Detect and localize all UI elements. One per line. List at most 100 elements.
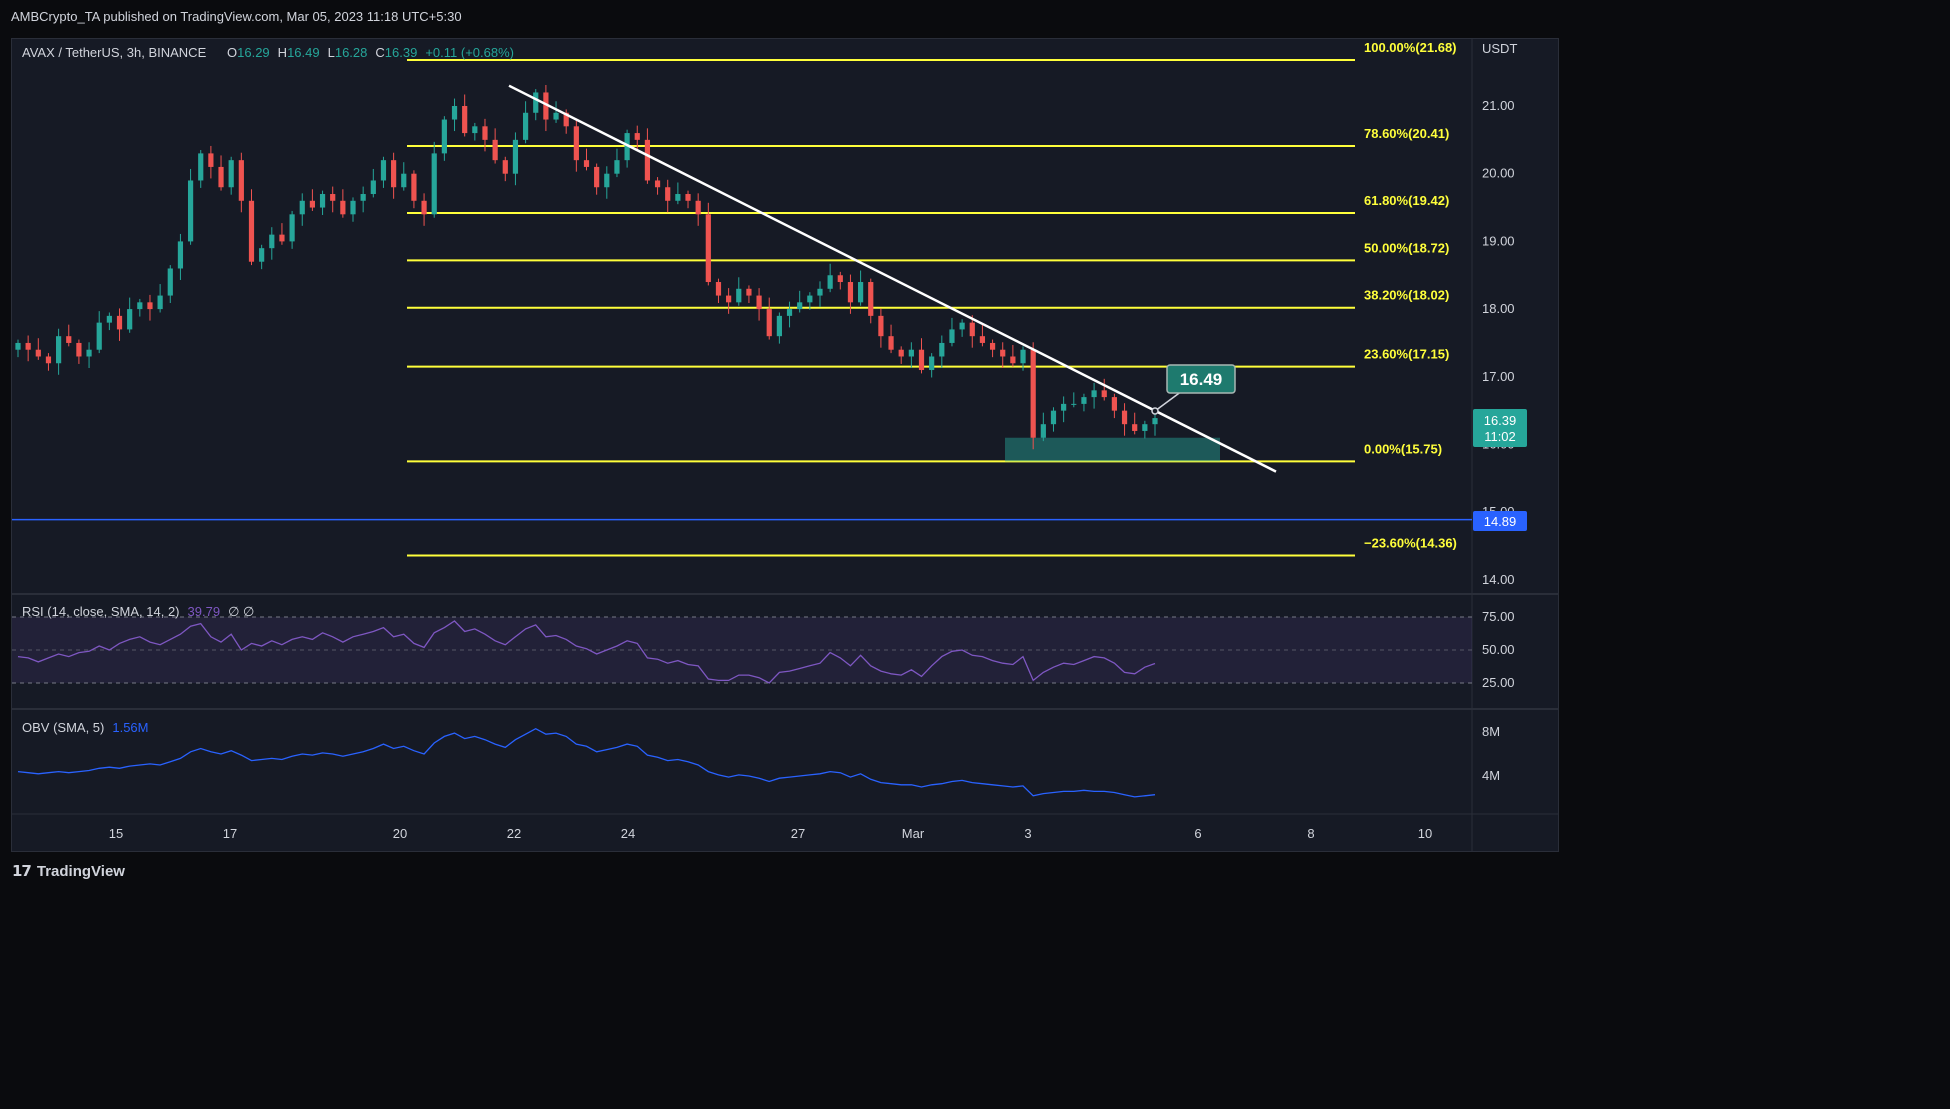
currency-label: USDT: [1482, 41, 1517, 56]
candle: [837, 275, 843, 283]
bar-countdown: 11:02: [1484, 429, 1516, 444]
legend-l-value: 16.28: [335, 45, 368, 60]
candle: [543, 92, 549, 120]
candle: [137, 302, 143, 310]
candle: [401, 173, 407, 188]
legend-c-label: C: [375, 45, 384, 60]
candle: [56, 336, 62, 364]
candle: [786, 309, 793, 316]
price-tick: 19.00: [1482, 233, 1515, 248]
candle: [583, 160, 590, 167]
last-price-tag-bg: [1473, 409, 1527, 447]
candle: [918, 349, 925, 371]
candle: [1091, 390, 1097, 398]
candle: [959, 322, 965, 330]
candles: [15, 85, 1158, 450]
price-callout[interactable]: 16.49: [1151, 364, 1236, 415]
candle: [187, 180, 194, 242]
candle: [857, 282, 864, 303]
date-tick: 20: [393, 826, 407, 841]
candle: [360, 194, 366, 201]
obv-tick: 4M: [1482, 768, 1500, 783]
support-zone[interactable]: [1005, 437, 1220, 462]
candle: [715, 282, 722, 296]
candle: [644, 139, 651, 181]
fib-label: 38.20%(18.02): [1364, 288, 1449, 303]
candle: [807, 295, 813, 303]
fib-retracement[interactable]: 100.00%(21.68) 78.60%(20.41) 61.80%(19.42)…: [407, 40, 1457, 557]
candle: [66, 336, 72, 343]
date-tick: Mar: [902, 826, 925, 841]
candle: [949, 329, 955, 343]
candle: [776, 315, 782, 337]
price-axis[interactable]: 21.0020.0019.0018.0017.0016.0015.0014.00…: [1482, 98, 1515, 783]
candle: [553, 112, 559, 120]
candle: [695, 200, 701, 215]
legend-l-label: L: [328, 45, 335, 60]
candle: [1020, 349, 1026, 364]
trend-line[interactable]: [508, 84, 1277, 473]
candle: [1050, 410, 1057, 425]
obv-label: OBV (SMA, 5): [22, 720, 104, 735]
candle: [675, 194, 681, 201]
candle: [969, 322, 975, 337]
legend-symbol: AVAX / TetherUS, 3h, BINANCE: [22, 45, 207, 60]
rsi-tick: 50.00: [1482, 642, 1515, 657]
price-tick: 20.00: [1482, 166, 1515, 181]
candle: [746, 288, 752, 296]
rsi-tick: 25.00: [1482, 675, 1515, 690]
candle: [502, 160, 508, 174]
candle: [1142, 424, 1148, 431]
candle: [1081, 397, 1087, 404]
chart-frame[interactable]: 100.00%(21.68) 78.60%(20.41) 61.80%(19.42)…: [11, 38, 1559, 852]
price-tick: 18.00: [1482, 301, 1515, 316]
fib-label: 23.60%(17.15): [1364, 347, 1449, 362]
candle: [157, 295, 163, 310]
candle: [370, 180, 376, 195]
price-tick: 21.00: [1482, 98, 1515, 113]
chart-svg[interactable]: 100.00%(21.68) 78.60%(20.41) 61.80%(19.42)…: [12, 39, 1558, 851]
candle: [736, 288, 742, 303]
date-tick: 24: [621, 826, 635, 841]
tradingview-logo-icon: 𝟭𝟳: [12, 863, 32, 880]
candle: [15, 342, 21, 350]
candle: [614, 160, 620, 174]
candle: [1132, 424, 1138, 431]
obv-value: 1.56M: [112, 720, 148, 735]
legend-o-value: 16.29: [237, 45, 270, 60]
callout-text: 16.49: [1180, 370, 1223, 389]
candle: [116, 315, 123, 330]
candle: [462, 106, 468, 134]
candle: [1121, 410, 1128, 425]
date-tick: 8: [1307, 826, 1314, 841]
candle: [888, 336, 894, 350]
footer-brand: TradingView: [36, 862, 125, 880]
date-tick: 15: [109, 826, 123, 841]
candle: [604, 173, 610, 188]
time-axis[interactable]: 15 17 20 22 24 27 Mar 3 6 8 10: [109, 826, 1432, 841]
candle: [482, 126, 488, 140]
candle: [1030, 349, 1036, 438]
candle: [259, 248, 265, 262]
candle: [238, 160, 244, 201]
candle: [979, 336, 986, 343]
candle: [45, 356, 52, 364]
fib-label: 0.00%(15.75): [1364, 441, 1442, 456]
candle: [512, 139, 519, 174]
date-tick: 10: [1418, 826, 1432, 841]
candle: [340, 200, 346, 215]
rsi-label: RSI (14, close, SMA, 14, 2): [22, 604, 180, 619]
rsi-tick: 75.00: [1482, 609, 1515, 624]
candle: [411, 173, 417, 201]
candle: [96, 322, 102, 350]
candle: [330, 194, 336, 201]
obv-legend: OBV (SMA, 5) 1.56M: [22, 720, 149, 735]
fib-label: 50.00%(18.72): [1364, 240, 1449, 255]
obv-tick: 8M: [1482, 724, 1500, 739]
candle: [309, 200, 316, 208]
candle: [198, 153, 204, 181]
candle: [279, 234, 285, 242]
candle: [472, 126, 478, 134]
candle: [86, 349, 92, 357]
rsi-pane: [17, 620, 1156, 684]
